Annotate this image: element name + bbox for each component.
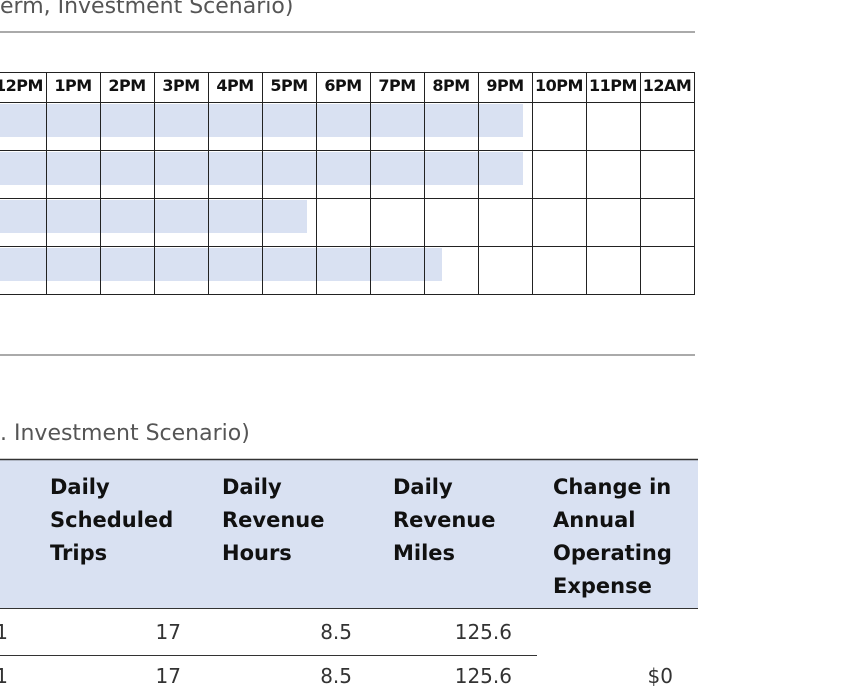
service-span — [0, 104, 523, 137]
service-span — [0, 248, 442, 281]
hour-grid — [0, 72, 695, 295]
table-cell: 17 — [155, 664, 181, 688]
table-cell: 1 — [0, 620, 8, 644]
column-header: Daily Revenue Miles — [393, 475, 496, 565]
table-cell: 8.5 — [320, 620, 352, 644]
hour-header: 11PM — [589, 76, 637, 95]
hour-header: 1PM — [54, 76, 92, 95]
table-cell: 125.6 — [454, 620, 512, 644]
hour-header: 9PM — [486, 76, 524, 95]
hour-header: 3PM — [162, 76, 200, 95]
hour-header: 10PM — [535, 76, 583, 95]
table-header-bg — [0, 459, 698, 608]
hour-header: 2PM — [108, 76, 146, 95]
hour-header: 7PM — [378, 76, 416, 95]
table-cell: $0 — [647, 664, 673, 688]
service-span — [0, 200, 307, 233]
column-header: Daily Revenue Hours — [222, 475, 325, 565]
hour-header: 4PM — [216, 76, 254, 95]
table-cell: 17 — [155, 620, 181, 644]
service-span — [0, 152, 523, 185]
column-header: Daily Scheduled Trips — [50, 475, 174, 565]
column-header: Change in Annual Operating Expense — [553, 475, 672, 598]
table-cell: 125.6 — [454, 664, 512, 688]
hour-header: 5PM — [270, 76, 308, 95]
hour-header: 8PM — [432, 76, 470, 95]
table-title: . Investment Scenario) — [0, 421, 250, 446]
schedule-title: erm, Investment Scenario) — [0, 0, 294, 19]
hour-header: 12AM — [642, 76, 692, 95]
table-cell: 1 — [0, 664, 8, 688]
hour-header: 6PM — [324, 76, 362, 95]
hour-header: 12PM — [0, 76, 43, 95]
table-cell: 8.5 — [320, 664, 352, 688]
